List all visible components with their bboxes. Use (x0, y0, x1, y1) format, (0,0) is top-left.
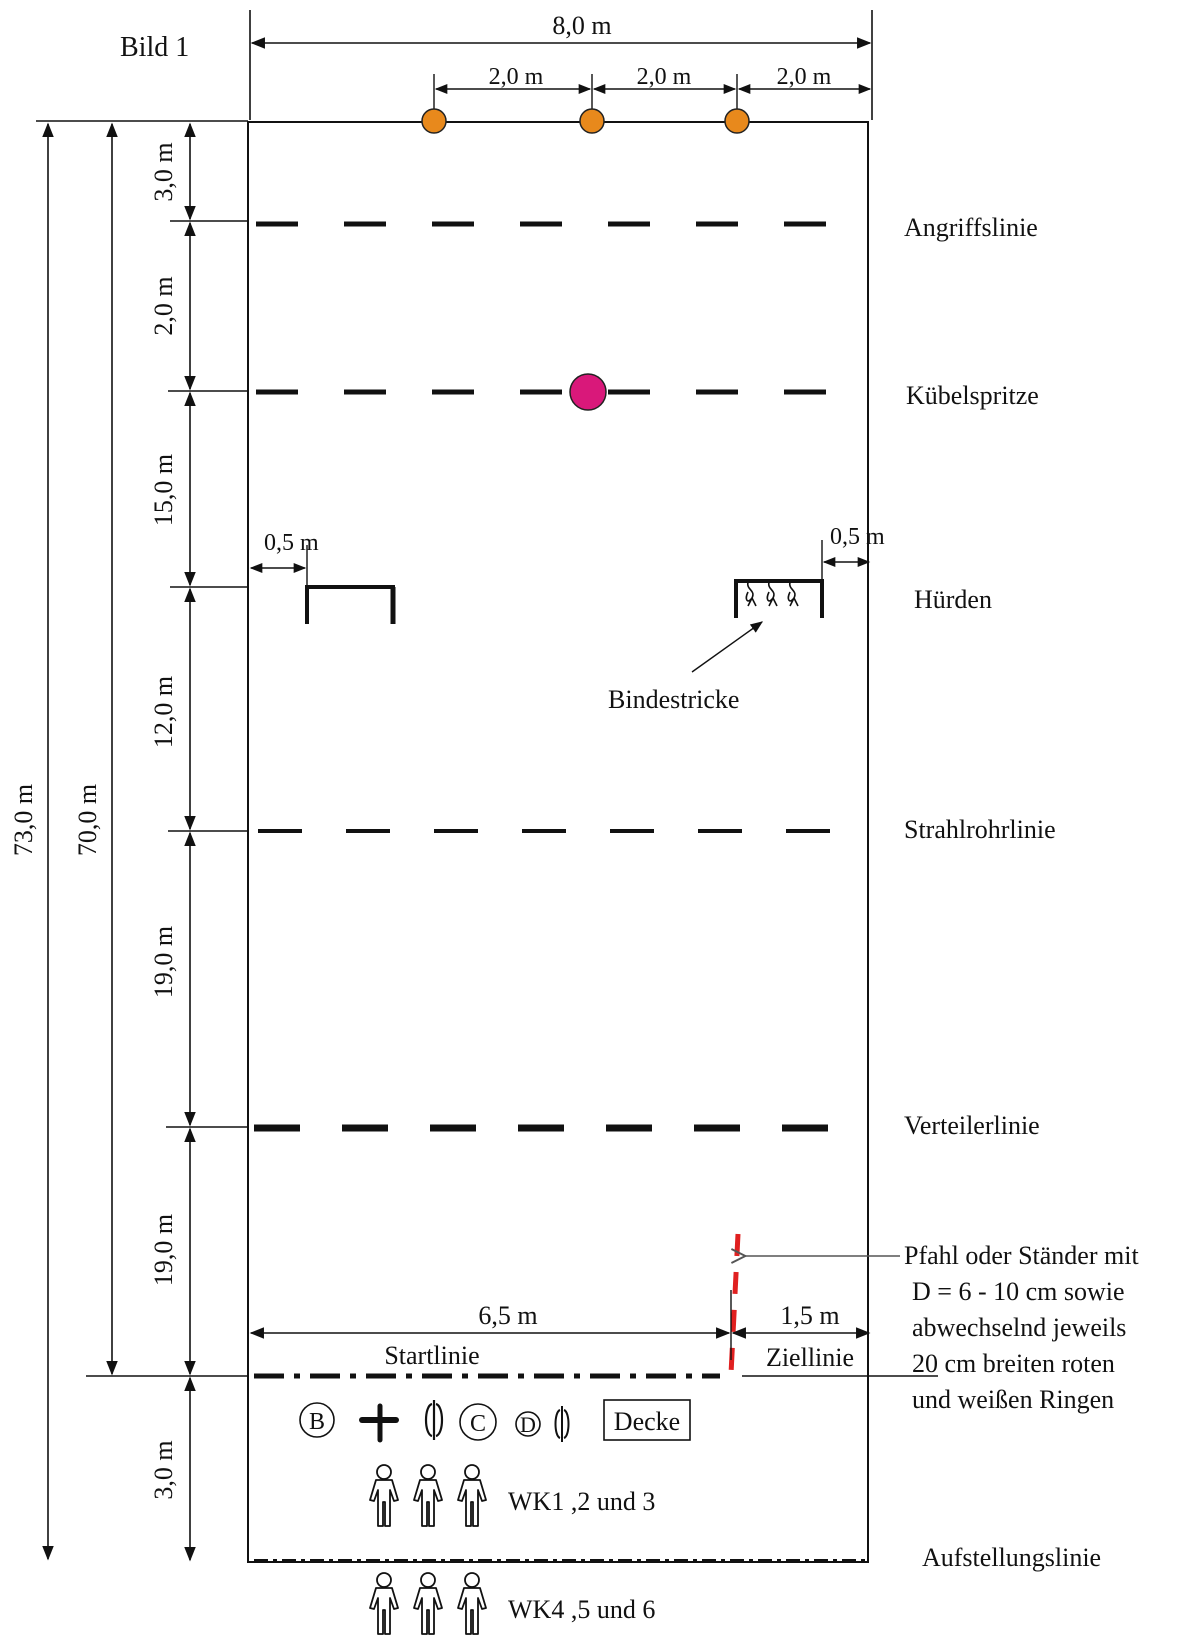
target-marker-1 (421, 108, 447, 134)
dim-total-width-label: 8,0 m (552, 11, 611, 40)
d-coupling-icon (554, 1406, 570, 1442)
pole-note-line-2: D = 6 - 10 cm sowie (912, 1277, 1125, 1306)
distributor-icon (359, 1403, 399, 1443)
strahlrohrlinie-label: Strahlrohrlinie (904, 815, 1056, 844)
kuebelspritze-marker (569, 373, 607, 411)
hose-coupling-icon (424, 1400, 444, 1440)
startlinie-label: Startlinie (384, 1341, 479, 1370)
equipment-b-icon (299, 1402, 335, 1438)
dim-hurdle-right-label: 0,5 m (830, 524, 885, 550)
dim-seg-15-label: 15,0 m (149, 454, 178, 526)
dim-total-70-label: 70,0 m (73, 784, 102, 856)
binding-ropes-icon (745, 581, 799, 607)
kuebelspritze-label: Kübelspritze (906, 381, 1039, 410)
dim-start-width-label: 6,5 m (478, 1301, 537, 1330)
target-marker-3 (724, 108, 750, 134)
wk-group-1-label: WK1 ,2 und 3 (508, 1487, 655, 1516)
person-icon (369, 1464, 399, 1527)
bindestricke-pointer (691, 621, 764, 673)
hurdle-right (734, 579, 824, 618)
dim-seg-19b-label: 19,0 m (149, 1214, 178, 1286)
dim-seg-12-label: 12,0 m (149, 676, 178, 748)
wk-group-2-label: WK4 ,5 und 6 (508, 1595, 655, 1624)
equipment-d-label: D (520, 1412, 536, 1437)
figure-title: Bild 1 (120, 32, 189, 63)
angriffslinie-label: Angriffslinie (904, 213, 1038, 242)
bindestricke-label: Bindestricke (608, 685, 739, 714)
pole-note-line-3: abwechselnd jeweils (912, 1313, 1126, 1342)
dim-seg-19a-label: 19,0 m (149, 926, 178, 998)
pole-red-white (728, 1233, 741, 1375)
dim-spacing-3-label: 2,0 m (777, 64, 832, 90)
person-icon (413, 1572, 443, 1635)
dim-total-73-label: 73,0 m (9, 784, 38, 856)
equipment-c-label: C (470, 1411, 486, 1437)
decke-label: Decke (614, 1407, 680, 1436)
huerden-label: Hürden (914, 585, 992, 614)
dim-seg-3b-label: 3,0 m (149, 1440, 178, 1499)
dim-hurdle-left-label: 0,5 m (264, 530, 319, 556)
equipment-d-icon (515, 1411, 541, 1437)
person-icon (369, 1572, 399, 1635)
decke-box (603, 1399, 691, 1441)
ziellinie-label: Ziellinie (766, 1343, 854, 1372)
dim-finish-width-label: 1,5 m (780, 1301, 839, 1330)
equipment-c-icon (459, 1403, 497, 1441)
pole-note-line-1: Pfahl oder Ständer mit (904, 1241, 1139, 1270)
person-icon (413, 1464, 443, 1527)
target-marker-2 (579, 108, 605, 134)
person-icon (457, 1572, 487, 1635)
dim-spacing-2-label: 2,0 m (637, 64, 692, 90)
dim-seg-2-label: 2,0 m (149, 276, 178, 335)
verteilerlinie-label: Verteilerlinie (904, 1111, 1040, 1140)
field-outline (247, 121, 869, 1563)
equipment-b-label: B (309, 1409, 325, 1435)
person-icon (457, 1464, 487, 1527)
dim-spacing-1-label: 2,0 m (489, 64, 544, 90)
hurdle-left (305, 585, 395, 624)
aufstellungslinie-label: Aufstellungslinie (922, 1543, 1101, 1572)
pole-note-line-5: und weißen Ringen (912, 1385, 1114, 1414)
pole-note-line-4: 20 cm breiten roten (912, 1349, 1115, 1378)
dim-seg-3a-label: 3,0 m (149, 142, 178, 201)
